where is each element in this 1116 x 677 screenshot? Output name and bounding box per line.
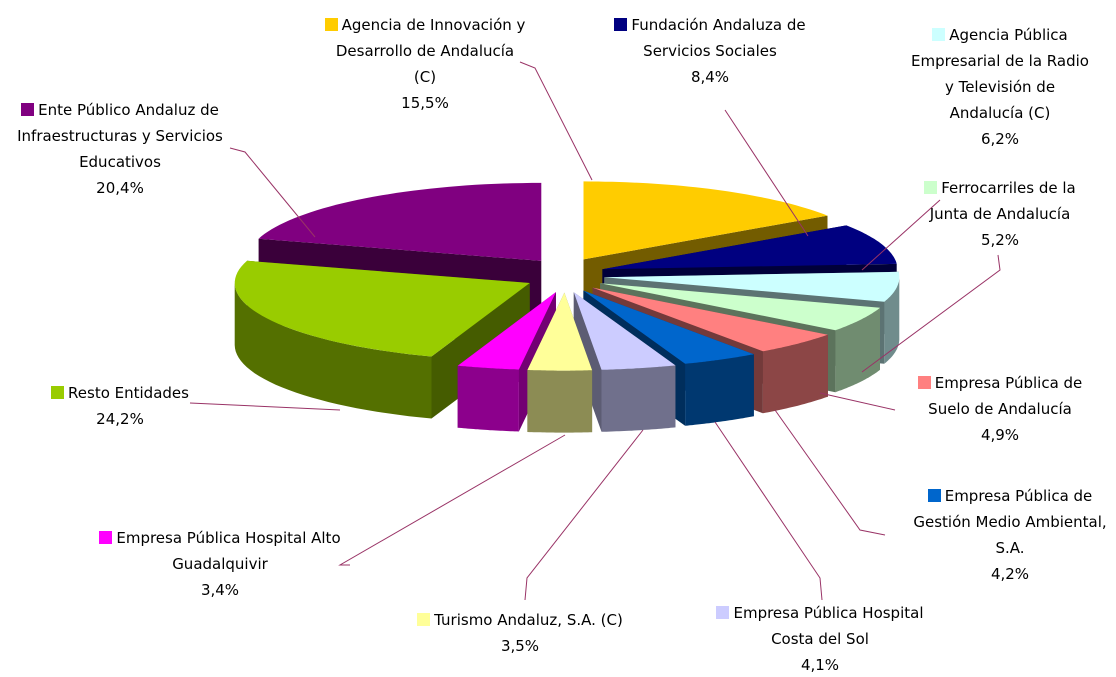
value-label: 24,2% [96,410,144,428]
value-label: 4,1% [800,656,840,674]
slice [604,271,900,302]
legend-swatch [927,489,941,502]
leader-line [189,402,341,411]
value-label: 20,4% [96,179,144,197]
leader-line [861,199,941,271]
leader-line [714,421,823,601]
slice-side [234,283,432,419]
category-label: Agencia de Innovación y Desarrollo de An… [335,16,526,86]
category-label: Ente Público Andaluz de Infraestructuras… [17,101,223,171]
value-label: 5,2% [980,231,1020,249]
slice [573,292,676,370]
slice [258,182,542,261]
data-label: Empresa Pública Hospital Alto Guadalquiv… [90,525,350,603]
category-label: Agencia Pública Empresarial de la Radio … [911,26,1089,122]
value-label: 4,2% [990,565,1030,583]
slice [600,283,880,331]
category-label: Ferrocarriles de la Junta de Andalucía [929,179,1076,223]
category-label: Turismo Andaluz, S.A. (C) [434,611,623,629]
slice [457,292,556,370]
legend-swatch [614,18,628,31]
slice [234,260,530,357]
value-label: 6,2% [980,130,1020,148]
legend-swatch [21,103,35,116]
data-label: Agencia de Innovación y Desarrollo de An… [323,12,528,116]
data-label: Ente Público Andaluz de Infraestructuras… [5,97,235,201]
slice-side [835,307,880,393]
legend-swatch [917,376,931,389]
data-label: Ferrocarriles de la Junta de Andalucía 5,… [905,175,1095,253]
data-label: Agencia Pública Empresarial de la Radio … [908,22,1093,152]
data-label: Empresa Pública Hospital Costa del Sol 4,… [700,600,940,677]
value-label: 8,4% [690,68,730,86]
slice [583,181,828,260]
legend-swatch [99,531,113,544]
legend-swatch [924,181,938,194]
slice-side [884,277,900,364]
leader-line [519,61,593,181]
leader-line [774,409,886,536]
category-label: Empresa Pública de Gestión Medio Ambient… [913,487,1107,557]
data-label: Empresa Pública de Suelo de Andalucía 4,9… [905,370,1095,448]
slice-side [762,334,828,414]
category-label: Empresa Pública de Suelo de Andalucía [928,374,1083,418]
category-label: Resto Entidades [68,384,189,402]
slice [592,287,828,352]
slice [583,290,754,364]
leader-line [524,429,644,601]
data-label: Fundación Andaluza de Servicios Sociales… [610,12,810,90]
slice-side [457,365,519,432]
legend-swatch [716,606,730,619]
data-label: Resto Entidades 24,2% [20,380,220,432]
category-label: Fundación Andaluza de Servicios Sociales [631,16,806,60]
category-label: Empresa Pública Hospital Alto Guadalquiv… [116,529,341,573]
leader-line [819,392,896,411]
leader-line [861,254,1001,373]
value-label: 3,5% [500,637,540,655]
legend-swatch [417,613,431,626]
slice [602,225,897,270]
leader-line [338,434,566,566]
slice-side [601,365,676,432]
slice-side [527,370,593,433]
data-label: Empresa Pública de Gestión Medio Ambient… [905,483,1115,587]
data-label: Turismo Andaluz, S.A. (C) 3,5% [400,607,640,659]
legend-swatch [932,28,946,41]
leader-line [724,109,809,237]
slice-side [685,354,754,426]
category-label: Empresa Pública Hospital Costa del Sol [733,604,924,648]
value-label: 4,9% [980,426,1020,444]
slice [527,292,593,371]
leader-line [229,147,316,238]
value-label: 15,5% [401,94,449,112]
legend-swatch [51,386,65,399]
legend-swatch [324,18,338,31]
value-label: 3,4% [200,581,240,599]
